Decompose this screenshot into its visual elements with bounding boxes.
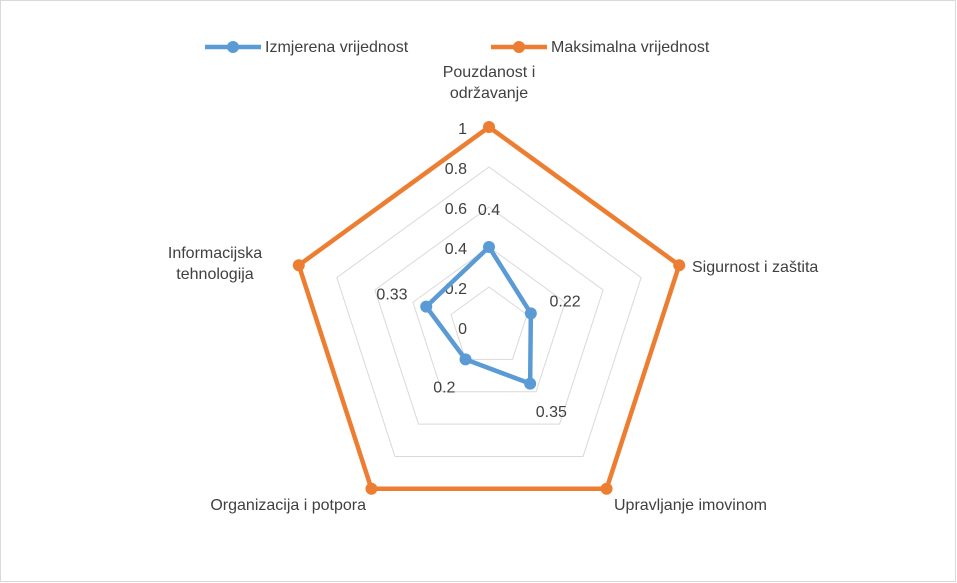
data-point [420,300,433,313]
data-point [483,121,495,133]
data-label: 0.22 [550,293,581,310]
data-label: 0.33 [376,287,407,304]
data-label: 0.4 [478,202,500,219]
data-point [524,377,537,390]
series-line [423,244,534,386]
axis-tick-label: 0.8 [445,161,467,178]
axis-tick-label: 1 [458,121,467,138]
category-label: Organizacija i potpora [210,497,366,514]
series-line [296,124,682,492]
data-point [365,482,378,495]
data-point [292,259,305,272]
data-label: 0.35 [536,404,567,421]
data-label: 0.2 [433,380,455,397]
axis-tick-label: 0.4 [445,241,467,258]
grid-line [336,166,642,457]
data-point [483,241,495,253]
category-label: Pouzdanost i održavanje [442,64,536,102]
legend-label: Maksimalna vrijednost [551,39,710,56]
grid-line [450,286,528,360]
axis-tick-label: 0 [458,321,467,338]
legend-marker [513,41,525,53]
data-point [600,482,613,495]
category-label: Sigurnost i zaštita [692,259,819,276]
legend-marker [227,41,239,53]
data-point [673,259,686,272]
data-point [459,353,472,366]
category-label: Informacijska tehnologija [167,245,263,283]
category-label: Upravljanje imovinom [614,497,767,514]
legend-label: Izmjerena vrijednost [265,39,409,56]
grid-line [374,206,604,425]
grid-line [412,246,566,393]
axis-tick-label: 0.6 [445,201,467,218]
data-point [524,307,537,320]
